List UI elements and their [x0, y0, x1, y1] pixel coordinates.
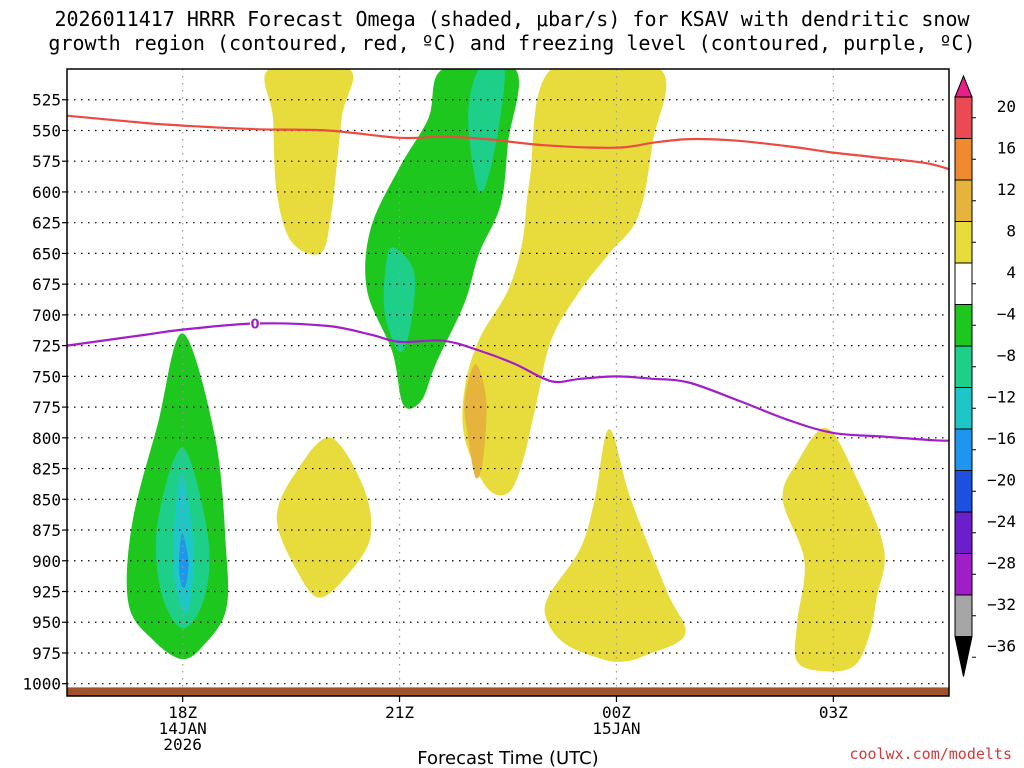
colorbar-label-12: −32	[987, 595, 1016, 614]
colorbar-label-8: −16	[987, 429, 1016, 448]
colorbar-label-4: 4	[1006, 263, 1016, 282]
omega-blue-lowleft	[178, 533, 189, 589]
omega-yellow-c	[276, 437, 372, 598]
y-tick-label-575: 575	[32, 152, 61, 171]
ground-layer	[67, 687, 949, 696]
colorbar-label-13: −36	[987, 636, 1016, 655]
colorbar-swatch-5	[954, 304, 973, 347]
colorbar-label-7: −12	[987, 387, 1016, 406]
x-tick-label-3-0: 21Z	[385, 703, 414, 722]
colorbar-top-arrow	[954, 74, 973, 98]
y-tick-label-525: 525	[32, 91, 61, 110]
freezing-level-line	[67, 322, 949, 442]
credit-text: coolwx.com/modelts	[849, 745, 1012, 763]
x-tick-label-9-0: 03Z	[819, 703, 848, 722]
colorbar-label-9: −20	[987, 470, 1016, 489]
colorbar-swatch-10	[954, 511, 973, 554]
colorbar-label-2: 12	[997, 180, 1016, 199]
colorbar-swatch-3	[954, 221, 973, 264]
freezing-label-bg-0	[249, 316, 260, 331]
colorbar-swatch-0	[954, 96, 973, 139]
colorbar-label-5: −4	[997, 304, 1016, 323]
colorbar-label-6: −8	[997, 346, 1016, 365]
omega-yellow-d	[544, 429, 686, 662]
colorbar-swatch-6	[954, 345, 973, 388]
y-tick-label-825: 825	[32, 460, 61, 479]
y-tick-label-675: 675	[32, 275, 61, 294]
y-tick-label-550: 550	[32, 121, 61, 140]
axes: 525 550 575 600 625 650 675 700 725 750 775 800 825 8…	[22, 91, 848, 754]
omega-yellow-e	[782, 427, 885, 672]
chart-title-line-1: 2026011417 HRRR Forecast Omega (shaded, …	[54, 7, 970, 31]
y-tick-label-800: 800	[32, 429, 61, 448]
colorbar-swatch-1	[954, 138, 973, 181]
x-tick-label-6-1: 15JAN	[592, 719, 640, 738]
omega-yellow-a	[264, 69, 354, 255]
chart-title-line-2: growth region (contoured, red, ºC) and f…	[48, 31, 976, 55]
dgz-contour-line	[67, 114, 949, 171]
omega-lightgreen-upper	[468, 69, 505, 193]
colorbar-label-10: −24	[987, 512, 1016, 531]
omega-green-topright	[1015, 64, 1024, 192]
colorbar-bottom-arrow	[954, 636, 973, 677]
ground-surface	[67, 687, 949, 696]
colorbar-swatch-11	[954, 553, 973, 596]
y-tick-label-950: 950	[32, 613, 61, 632]
y-tick-label-975: 975	[32, 644, 61, 663]
y-tick-label-850: 850	[32, 490, 61, 509]
y-tick-label-875: 875	[32, 521, 61, 540]
omega-yellow-big	[462, 69, 667, 496]
y-tick-label-925: 925	[32, 583, 61, 602]
colorbar-swatch-2	[954, 179, 973, 222]
colorbar-label-0: 20	[997, 97, 1016, 116]
colorbar-swatch-9	[954, 470, 973, 513]
omega-orange-a	[464, 364, 487, 479]
y-tick-label-600: 600	[32, 183, 61, 202]
contour-lines: 00	[67, 114, 949, 442]
y-tick-label-700: 700	[32, 306, 61, 325]
colorbar-label-3: 8	[1006, 221, 1016, 240]
x-tick-label-0-1: 14JAN	[159, 719, 207, 738]
colorbar-label-11: −28	[987, 553, 1016, 572]
y-tick-label-900: 900	[32, 552, 61, 571]
freezing-level-label-0: 0	[250, 317, 259, 332]
x-tick-label-6-0: 00Z	[602, 703, 631, 722]
x-axis-label: Forecast Time (UTC)	[417, 748, 598, 768]
y-tick-label-750: 750	[32, 367, 61, 386]
y-tick-label-725: 725	[32, 337, 61, 356]
colorbar-swatch-7	[954, 387, 973, 430]
plot-frame	[66, 68, 950, 697]
x-tick-label-0-0: 18Z	[168, 703, 197, 722]
colorbar-swatch-8	[954, 428, 973, 471]
colorbar-label-1: 16	[997, 138, 1016, 157]
colorbar-swatch-4	[954, 262, 973, 305]
omega-lightgreen-mid	[383, 247, 416, 353]
y-tick-label-775: 775	[32, 398, 61, 417]
y-tick-label-625: 625	[32, 214, 61, 233]
y-tick-label-650: 650	[32, 244, 61, 263]
gridlines	[67, 69, 949, 696]
colorbar-swatch-12	[954, 594, 973, 637]
y-tick-label-1000: 1000	[22, 675, 61, 694]
x-tick-label-0-2: 2026	[163, 735, 202, 754]
colorbar: 20 16 12 8 4 −4 −8 −12 −16 −20 −24 −28 −32 −36	[954, 74, 1016, 677]
